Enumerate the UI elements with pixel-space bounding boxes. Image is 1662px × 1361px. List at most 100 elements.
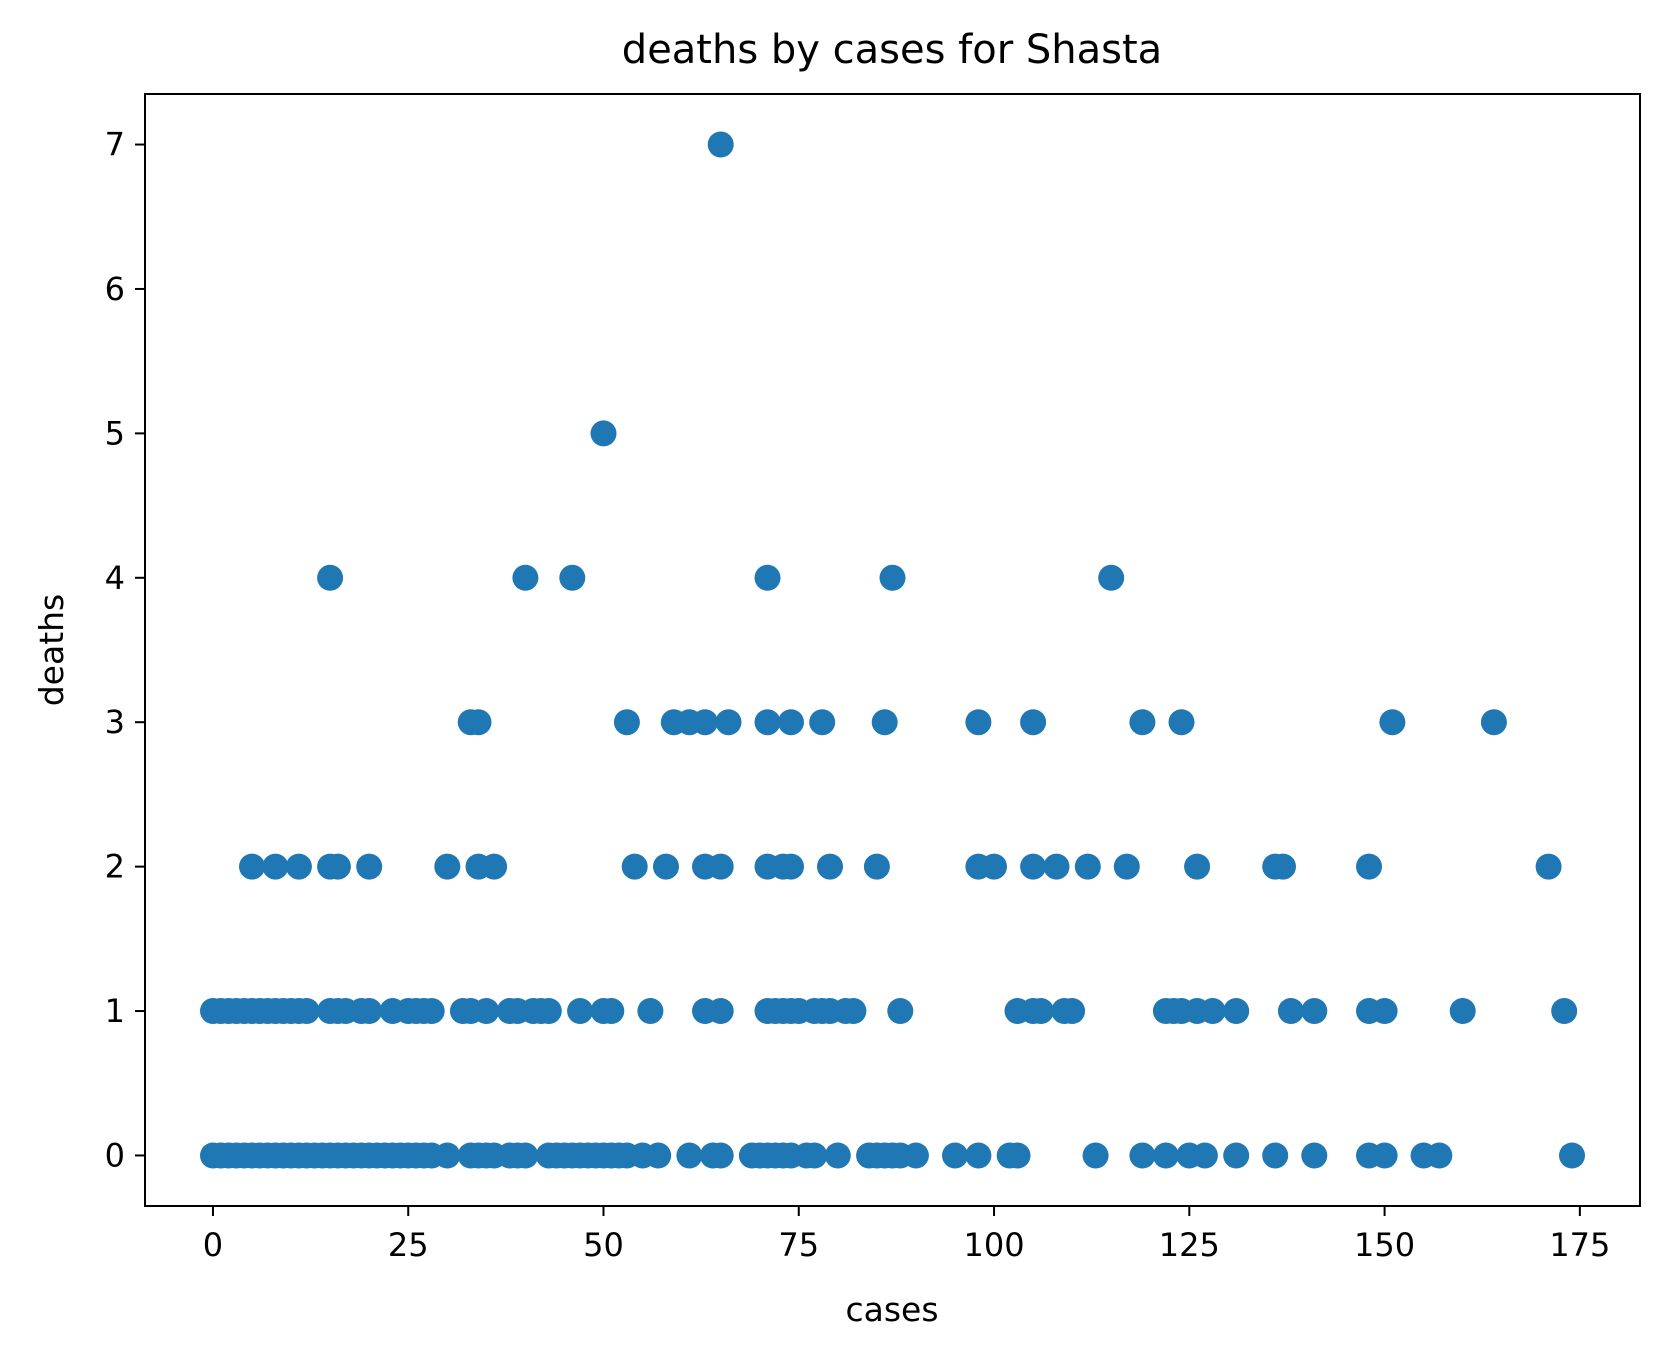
data-point [559, 564, 586, 591]
data-point [1223, 998, 1250, 1024]
data-point [1004, 1142, 1031, 1169]
data-point [613, 709, 640, 736]
data-point [1449, 998, 1476, 1024]
data-point [1277, 998, 1304, 1024]
y-tick-label: 0 [105, 1136, 125, 1174]
data-point [707, 131, 734, 158]
chart-title: deaths by cases for Shasta [622, 27, 1162, 73]
data-point [1301, 1142, 1328, 1169]
x-tick-label: 150 [1354, 1226, 1415, 1264]
data-point [356, 853, 383, 880]
y-tick-label: 4 [105, 559, 125, 597]
data-point [707, 998, 734, 1024]
data-point [1371, 1142, 1398, 1169]
data-point [863, 853, 890, 880]
x-tick-label: 100 [964, 1226, 1025, 1264]
y-tick-label: 7 [105, 126, 125, 164]
data-point [418, 998, 445, 1024]
data-point [1082, 1142, 1109, 1169]
data-point [707, 853, 734, 880]
data-point [1113, 853, 1140, 880]
data-point [434, 1142, 461, 1169]
data-point [567, 998, 594, 1024]
data-point [621, 853, 648, 880]
data-point [965, 1142, 992, 1169]
x-tick-label: 175 [1549, 1226, 1610, 1264]
data-point [653, 853, 679, 880]
x-tick-label: 50 [583, 1226, 624, 1264]
data-point [1168, 709, 1195, 736]
data-point [707, 1142, 734, 1169]
data-point [535, 998, 562, 1024]
data-point [1152, 1142, 1179, 1169]
x-axis-label: cases [845, 1290, 938, 1329]
data-point [356, 998, 383, 1024]
data-point [293, 998, 320, 1024]
data-point [809, 709, 836, 736]
y-axis-ticks: 0 1 2 3 4 5 6 7 [105, 126, 145, 1174]
data-points [200, 131, 1585, 1169]
y-tick-label: 5 [105, 414, 125, 452]
y-tick-label: 2 [105, 848, 125, 886]
data-point [239, 853, 265, 880]
data-point [840, 998, 867, 1024]
data-point [1480, 709, 1507, 736]
data-point [715, 709, 742, 736]
data-point [1223, 1142, 1250, 1169]
data-point [1270, 853, 1296, 880]
data-point [637, 998, 664, 1024]
y-tick-label: 6 [105, 270, 125, 308]
data-point [981, 853, 1007, 880]
data-point [317, 564, 344, 591]
y-tick-label: 3 [105, 703, 125, 741]
data-point [879, 564, 906, 591]
data-point [481, 853, 508, 880]
data-point [1379, 709, 1406, 736]
data-point [465, 709, 492, 736]
data-point [262, 853, 289, 880]
x-tick-label: 0 [203, 1226, 223, 1264]
data-point [598, 998, 625, 1024]
data-point [1043, 853, 1070, 880]
data-point [1199, 998, 1226, 1024]
data-point [1129, 1142, 1156, 1169]
data-point [1426, 1142, 1453, 1169]
data-point [801, 1142, 828, 1169]
data-point [512, 1142, 539, 1169]
plot-frame [144, 93, 1641, 1207]
data-point [590, 420, 617, 447]
x-tick-label: 25 [388, 1226, 429, 1264]
data-point [1184, 853, 1211, 880]
data-point [1551, 998, 1578, 1024]
data-point [942, 1142, 968, 1169]
data-point [512, 564, 539, 591]
data-point [473, 998, 500, 1024]
data-point [1559, 1142, 1585, 1169]
data-point [871, 709, 898, 736]
data-point [778, 853, 804, 880]
data-point [1535, 853, 1562, 880]
data-point [1020, 709, 1047, 736]
data-point [902, 1142, 929, 1169]
y-tick-label: 1 [105, 992, 125, 1030]
data-point [1027, 998, 1054, 1024]
data-point [1191, 1142, 1218, 1169]
data-point [1356, 853, 1382, 880]
data-point [887, 998, 914, 1024]
data-point [285, 853, 312, 880]
data-point [1301, 998, 1328, 1024]
data-point [1059, 998, 1086, 1024]
data-point [754, 564, 781, 591]
x-tick-label: 75 [778, 1226, 819, 1264]
data-point [676, 1142, 703, 1169]
data-point [1098, 564, 1125, 591]
data-point [324, 853, 351, 880]
data-point [754, 709, 781, 736]
x-axis-ticks: 0 25 50 75 100 125 150 175 [203, 1206, 1610, 1264]
data-point [824, 1142, 851, 1169]
data-point [434, 853, 461, 880]
data-point [1262, 1142, 1289, 1169]
data-point [1020, 853, 1047, 880]
